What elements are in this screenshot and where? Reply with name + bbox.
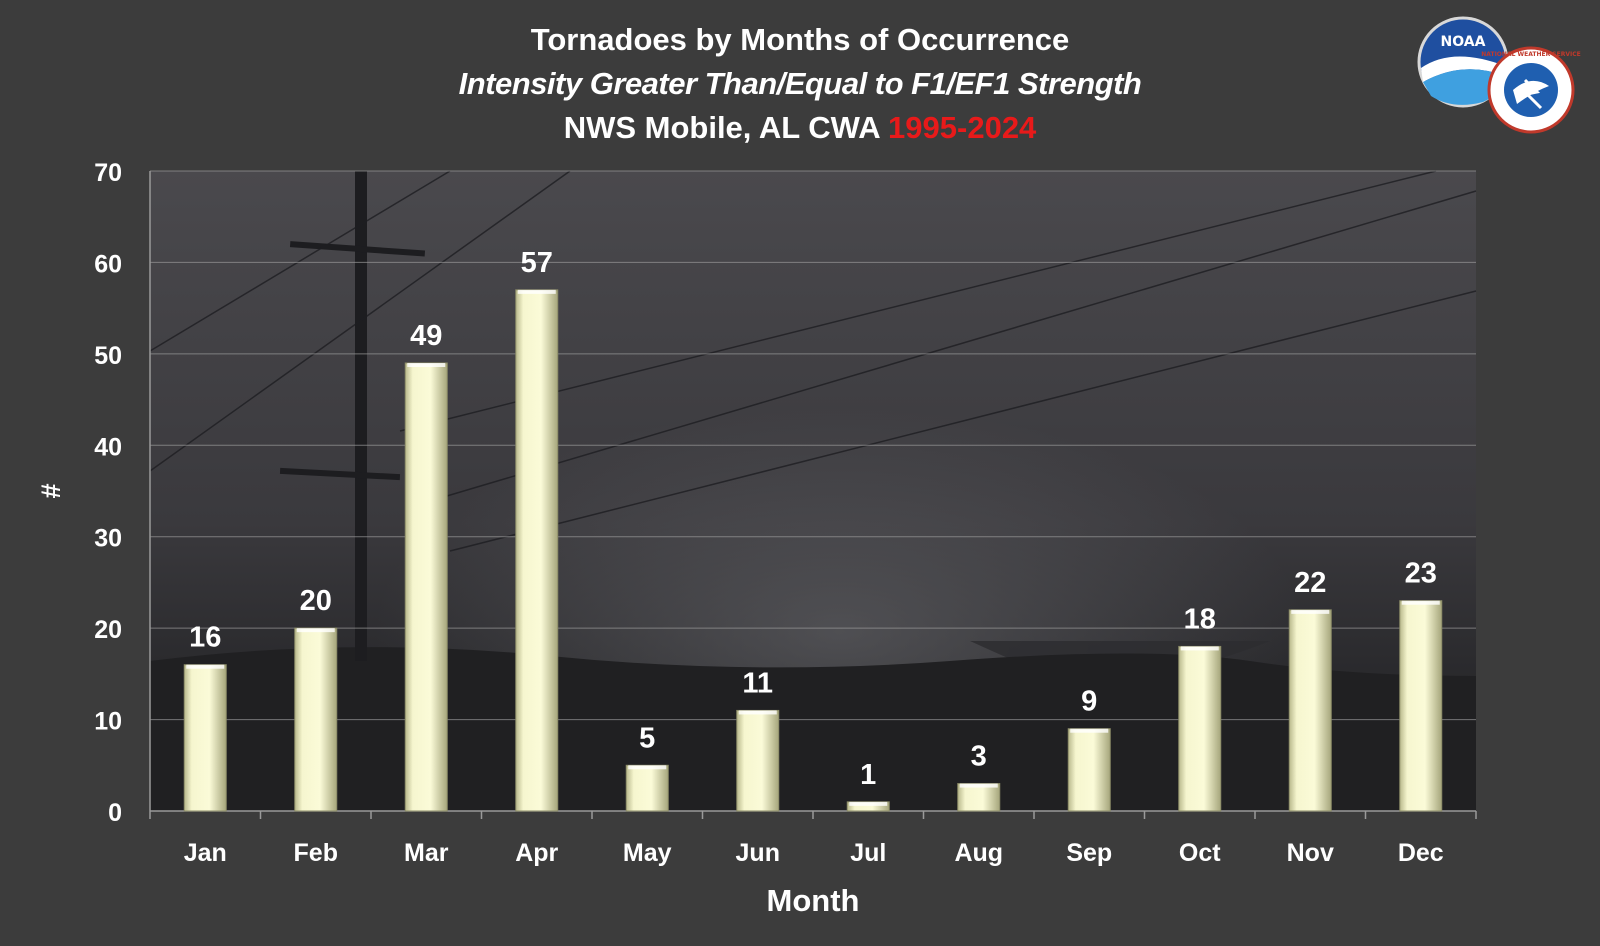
chart-titles: Tornadoes by Months of Occurrence Intens… — [0, 18, 1600, 150]
y-tick-label: 40 — [94, 433, 122, 461]
y-tick-label: 0 — [108, 799, 122, 827]
data-label: 9 — [1081, 686, 1097, 718]
bar-top-highlight — [186, 664, 225, 669]
pole-crossarm — [289, 241, 426, 257]
chart-office-line: NWS Mobile, AL CWA 1995-2024 — [0, 106, 1600, 150]
x-tick-label: Sep — [1066, 839, 1112, 867]
x-tick-label: Apr — [515, 839, 558, 867]
office-label: NWS Mobile, AL CWA — [563, 110, 889, 145]
bar-sep — [1067, 728, 1111, 812]
y-axis-title: # — [36, 483, 66, 498]
bar-may — [625, 764, 669, 812]
y-tick-label: 10 — [94, 708, 122, 736]
data-label: 20 — [300, 585, 332, 617]
x-tick-label: Aug — [954, 839, 1003, 867]
data-label: 22 — [1294, 567, 1326, 599]
axis-titles: Month # — [36, 483, 859, 918]
y-tick-label: 20 — [94, 616, 122, 644]
y-tick-label: 30 — [94, 525, 122, 553]
noaa-logo-icon: NOAA — [1417, 16, 1509, 108]
bar-nov — [1288, 609, 1332, 812]
x-tick-label: Dec — [1398, 839, 1444, 867]
chart-title: Tornadoes by Months of Occurrence — [530, 22, 1070, 57]
power-line — [149, 170, 451, 352]
tick-labels: 0 10 20 30 40 50 60 70 Jan Feb Mar Apr May Jun Jul Aug S… — [94, 159, 1444, 867]
bar-top-highlight — [849, 801, 888, 806]
bars — [183, 289, 1443, 812]
bar-top-highlight — [738, 710, 777, 715]
power-line — [429, 190, 1477, 502]
x-tick-label: Nov — [1287, 839, 1334, 867]
data-label: 23 — [1405, 558, 1437, 590]
noaa-logo-text: NOAA — [1441, 34, 1486, 50]
bar-top-highlight — [1401, 600, 1440, 605]
utility-pole — [355, 171, 367, 661]
bar-mar — [404, 362, 448, 812]
bar-jun — [736, 709, 780, 812]
y-tick-label: 50 — [94, 342, 122, 370]
x-axis-title: Month — [767, 883, 860, 918]
data-label: 16 — [189, 622, 221, 654]
bar-top-highlight — [628, 765, 667, 770]
treeline — [150, 647, 1476, 811]
x-tick-label: May — [623, 839, 672, 867]
bar-aug — [957, 783, 1001, 812]
x-tick-label: Jan — [184, 839, 227, 867]
data-label: 1 — [860, 759, 876, 791]
nws-logo-icon: NATIONAL WEATHER SERVICE — [1481, 46, 1581, 134]
bar-feb — [294, 627, 338, 812]
bar-jan — [183, 664, 227, 812]
x-tick-label: Mar — [404, 839, 449, 867]
power-line — [149, 170, 571, 472]
y-tick-label: 60 — [94, 250, 122, 278]
data-label: 3 — [971, 741, 987, 773]
bar-apr — [515, 289, 559, 812]
bar-top-highlight — [407, 363, 446, 367]
data-label: 49 — [410, 320, 442, 352]
x-tick-label: Jun — [736, 839, 780, 867]
bar-top-highlight — [296, 628, 335, 633]
bar-dec — [1399, 600, 1443, 812]
x-tick-label: Feb — [294, 839, 338, 867]
pole-crossarm — [279, 467, 401, 481]
noaa-nws-logos: NOAA NATIONAL WEATHER SERVICE — [1417, 16, 1581, 134]
bar-top-highlight — [517, 289, 556, 294]
chart-subtitle: Intensity Greater Than/Equal to F1/EF1 S… — [458, 66, 1142, 101]
data-label: 5 — [639, 722, 655, 754]
power-line — [449, 290, 1477, 552]
plot-background — [149, 170, 1477, 811]
x-tick-label: Jul — [850, 839, 886, 867]
bar-top-highlight — [1291, 609, 1330, 614]
axes — [149, 171, 1477, 819]
data-label: 57 — [521, 247, 553, 279]
bar-top-highlight — [1180, 646, 1219, 651]
bar-top-highlight — [1070, 728, 1109, 733]
x-tick-label: Oct — [1179, 839, 1221, 867]
bar-oct — [1178, 645, 1222, 812]
y-tick-label: 70 — [94, 159, 122, 187]
nws-logo-text: NATIONAL WEATHER SERVICE — [1481, 51, 1580, 58]
data-label: 18 — [1184, 603, 1216, 635]
bar-top-highlight — [959, 783, 998, 788]
year-range: 1995-2024 — [888, 110, 1037, 145]
power-line — [399, 170, 1437, 432]
data-label: 11 — [742, 667, 773, 699]
